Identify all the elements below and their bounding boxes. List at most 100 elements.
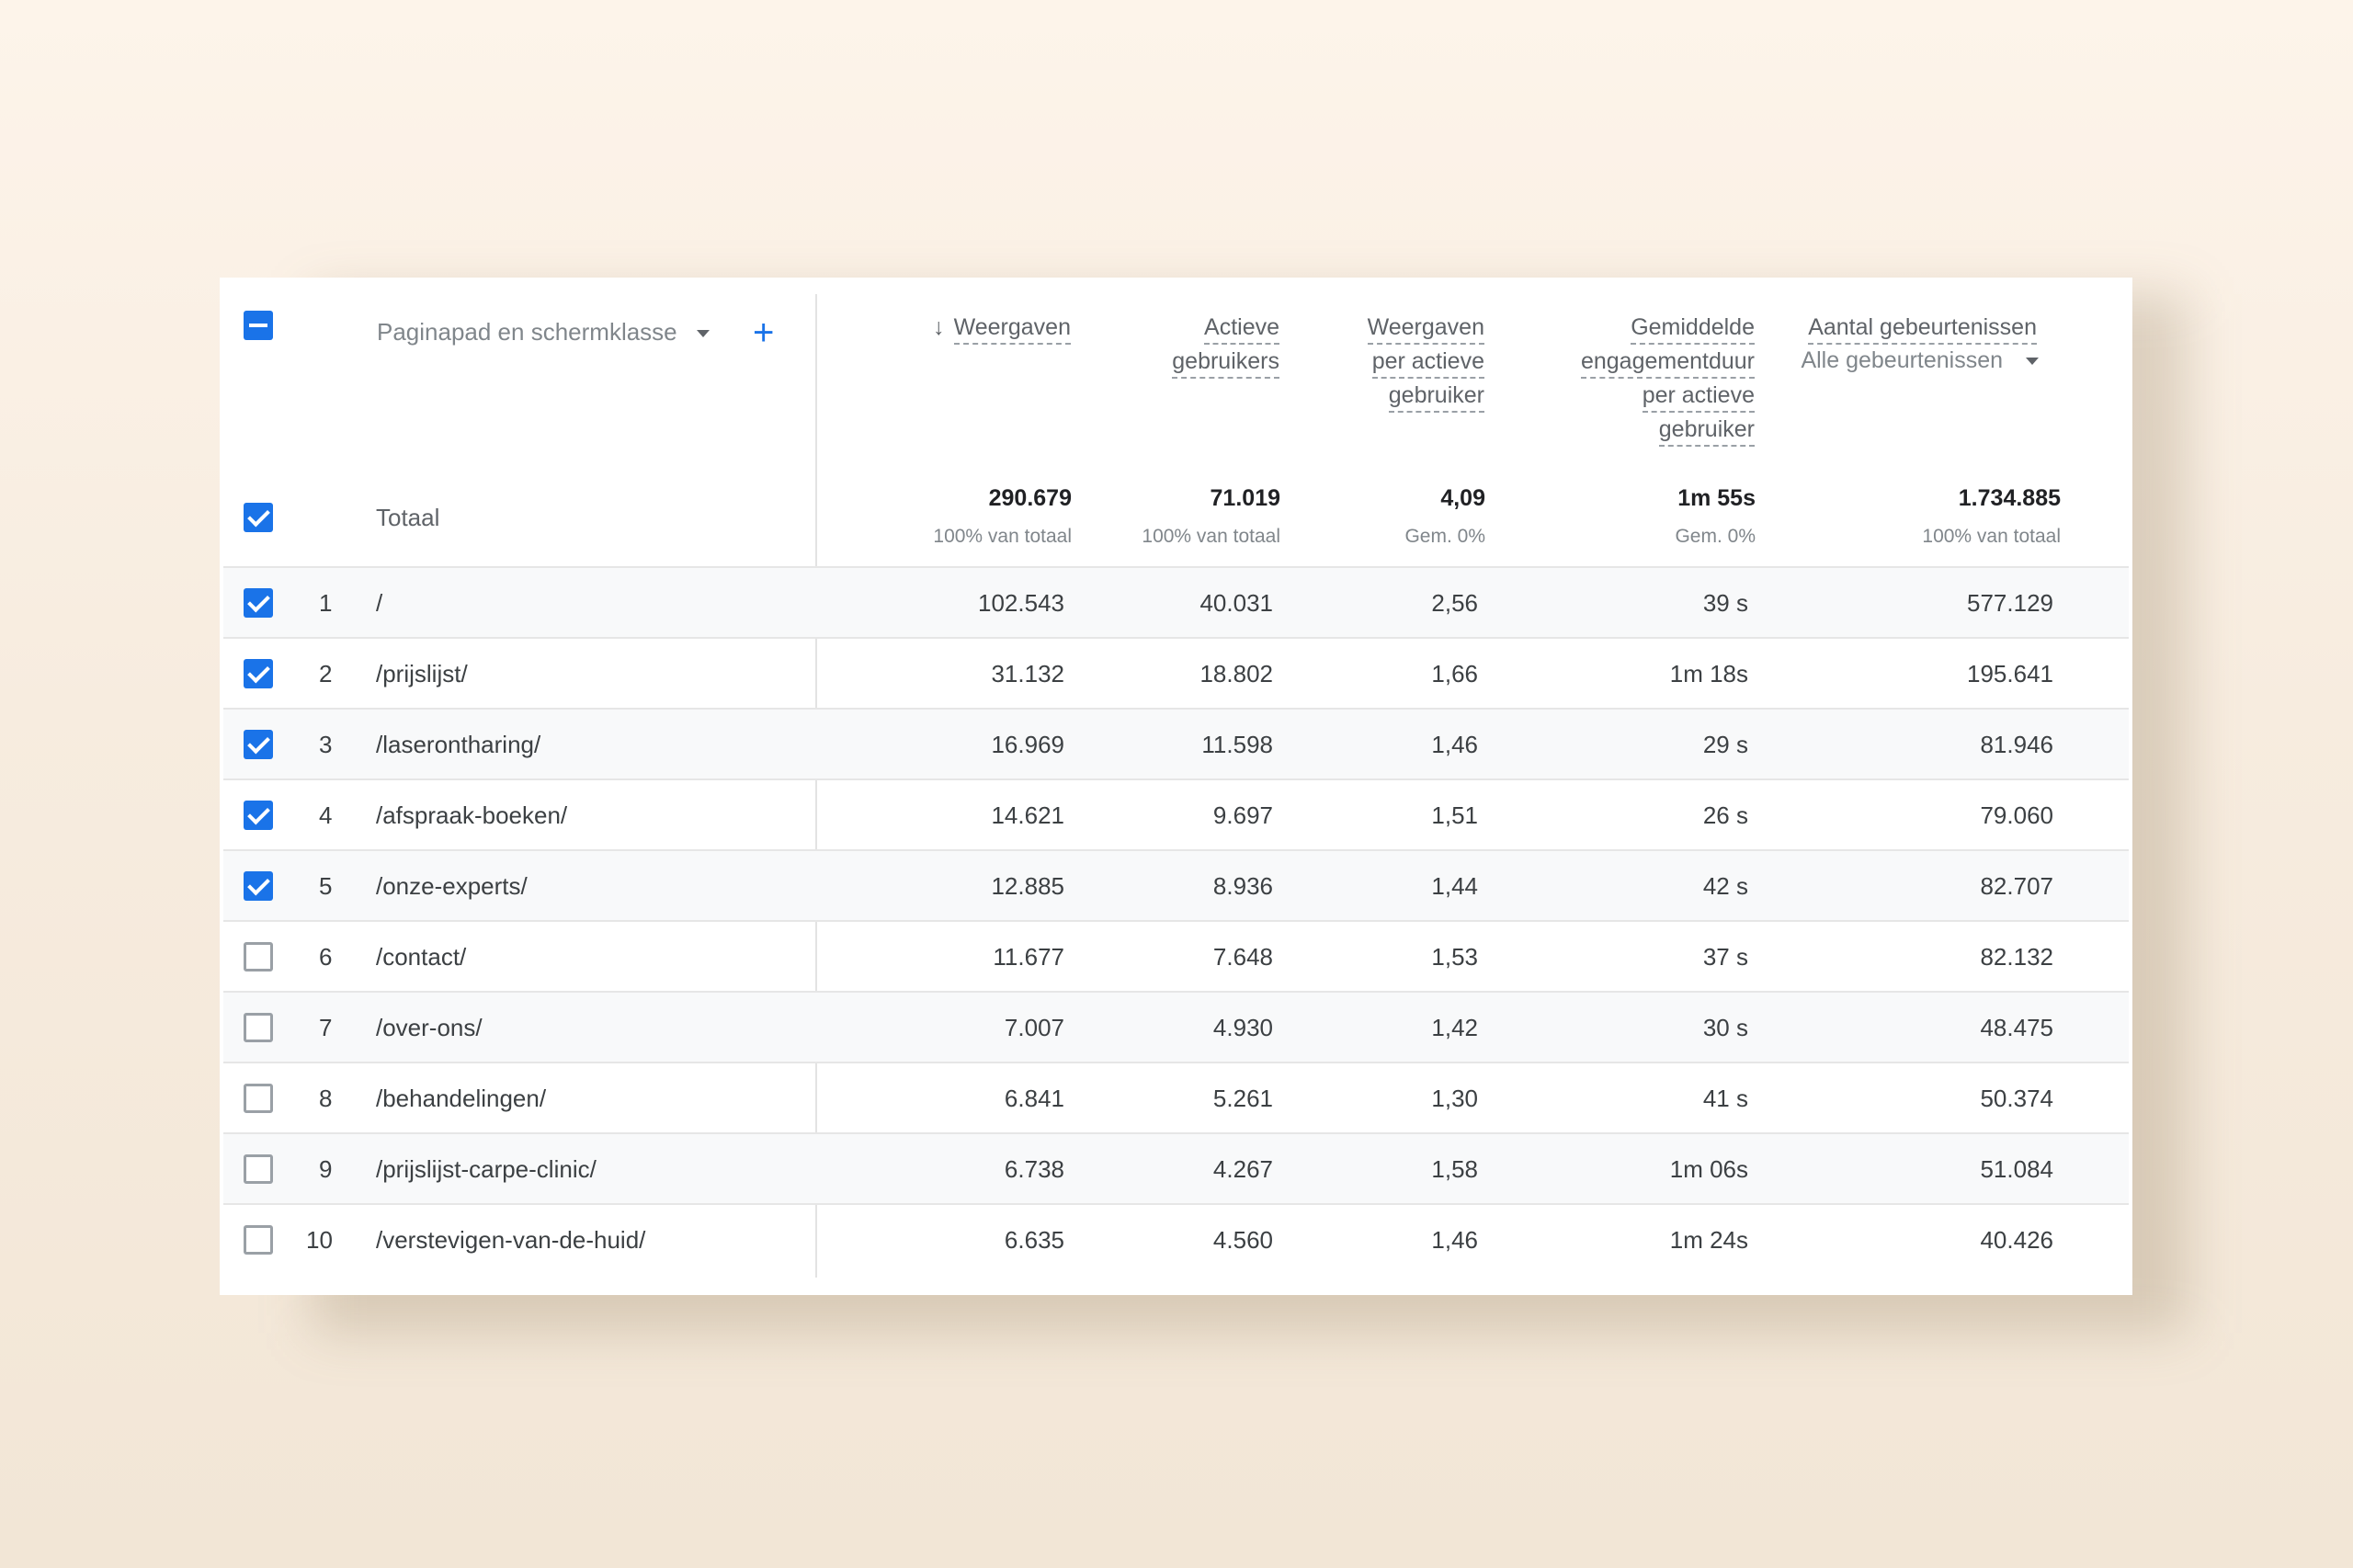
cell-weergaven: 12.885 — [991, 872, 1064, 900]
row-index: 5 — [319, 872, 333, 900]
total-checkbox[interactable] — [244, 503, 273, 532]
cell-actieve-gebruikers: 9.697 — [1212, 801, 1273, 829]
cell-engagementduur: 29 s — [1702, 731, 1748, 758]
row-checkbox[interactable] — [244, 588, 273, 618]
total-subtext: Gem. 0% — [1404, 526, 1485, 547]
table-row[interactable]: 1 / 102.543 40.031 2,56 39 s 577.129 — [223, 566, 2129, 638]
table-row[interactable]: 9 /prijslijst-carpe-clinic/ 6.738 4.267 … — [223, 1132, 2129, 1204]
cell-actieve-gebruikers: 8.936 — [1212, 872, 1273, 900]
row-path[interactable]: /prijslijst/ — [376, 660, 468, 687]
metric-header-aantal-gebeurtenissen[interactable]: Aantal gebeurtenissen — [1808, 311, 2037, 345]
table-row[interactable]: 2 /prijslijst/ 31.132 18.802 1,66 1m 18s… — [223, 637, 2129, 709]
row-index: 8 — [319, 1085, 333, 1112]
cell-engagementduur: 37 s — [1702, 943, 1748, 971]
cell-aantal-gebeurtenissen: 48.475 — [1980, 1014, 2053, 1041]
cell-weergaven-per-gebruiker: 1,46 — [1431, 731, 1478, 758]
row-index: 3 — [319, 731, 333, 758]
row-checkbox[interactable] — [244, 1225, 273, 1255]
metric-header-engagementduur[interactable]: Gemiddelde engagementduur per actieve ge… — [1580, 311, 1755, 447]
cell-actieve-gebruikers: 5.261 — [1212, 1085, 1273, 1112]
cell-aantal-gebeurtenissen: 195.641 — [1967, 660, 2053, 687]
cell-actieve-gebruikers: 18.802 — [1199, 660, 1273, 687]
row-checkbox[interactable] — [244, 1154, 273, 1184]
total-label: Totaal — [376, 504, 440, 531]
cell-aantal-gebeurtenissen: 82.132 — [1980, 943, 2053, 971]
total-value: 71.019 — [1210, 485, 1280, 511]
chevron-down-icon — [2026, 358, 2039, 366]
row-path[interactable]: /prijslijst-carpe-clinic/ — [376, 1155, 597, 1183]
report-table: Paginapad en schermklasse + ↓ Weergaven A… — [220, 278, 2132, 1295]
cell-weergaven: 11.677 — [993, 943, 1064, 971]
row-index: 4 — [319, 801, 333, 829]
cell-aantal-gebeurtenissen: 81.946 — [1980, 731, 2053, 758]
metric-header-weergaven-per-gebruiker[interactable]: Weergaven per actieve gebruiker — [1367, 311, 1484, 413]
cell-aantal-gebeurtenissen: 51.084 — [1980, 1155, 2053, 1183]
cell-actieve-gebruikers: 4.267 — [1212, 1155, 1273, 1183]
cell-aantal-gebeurtenissen: 577.129 — [1967, 589, 2053, 617]
row-checkbox[interactable] — [244, 730, 273, 759]
metric-header-actieve-gebruikers[interactable]: Actieve gebruikers — [1172, 311, 1279, 379]
total-value: 1.734.885 — [1958, 485, 2061, 511]
row-checkbox[interactable] — [244, 871, 273, 901]
cell-actieve-gebruikers: 4.930 — [1212, 1014, 1273, 1041]
cell-weergaven-per-gebruiker: 1,51 — [1431, 801, 1478, 829]
table-row[interactable]: 5 /onze-experts/ 12.885 8.936 1,44 42 s … — [223, 849, 2129, 921]
add-dimension-button[interactable]: + — [753, 312, 775, 353]
cell-weergaven: 6.635 — [1004, 1226, 1064, 1254]
total-subtext: 100% van totaal — [1142, 526, 1280, 547]
row-index: 6 — [319, 943, 333, 971]
cell-weergaven: 7.007 — [1004, 1014, 1064, 1041]
metric-header-weergaven[interactable]: ↓ Weergaven — [933, 311, 1071, 345]
total-subtext: 100% van totaal — [1922, 526, 2061, 547]
cell-weergaven-per-gebruiker: 1,42 — [1431, 1014, 1478, 1041]
row-path[interactable]: /afspraak-boeken/ — [376, 801, 568, 829]
cell-engagementduur: 26 s — [1702, 801, 1748, 829]
cell-engagementduur: 42 s — [1702, 872, 1748, 900]
column-divider — [815, 294, 817, 1278]
row-path[interactable]: /over-ons/ — [376, 1014, 483, 1041]
table-row[interactable]: 4 /afspraak-boeken/ 14.621 9.697 1,51 26… — [223, 778, 2129, 850]
row-index: 7 — [319, 1014, 333, 1041]
cell-weergaven: 6.841 — [1004, 1085, 1064, 1112]
table-row[interactable]: 6 /contact/ 11.677 7.648 1,53 37 s 82.13… — [223, 920, 2129, 992]
select-all-checkbox[interactable] — [244, 311, 273, 340]
row-index: 10 — [306, 1226, 333, 1254]
row-checkbox[interactable] — [244, 659, 273, 688]
row-path[interactable]: / — [376, 589, 383, 617]
cell-engagementduur: 1m 06s — [1669, 1155, 1748, 1183]
chevron-down-icon — [696, 330, 710, 338]
row-checkbox[interactable] — [244, 1084, 273, 1113]
cell-weergaven-per-gebruiker: 1,30 — [1431, 1085, 1478, 1112]
cell-weergaven: 16.969 — [991, 731, 1064, 758]
event-filter-dropdown[interactable]: Alle gebeurtenissen — [1801, 347, 2039, 374]
row-path[interactable]: /verstevigen-van-de-huid/ — [376, 1226, 646, 1254]
cell-aantal-gebeurtenissen: 79.060 — [1980, 801, 2053, 829]
cell-weergaven-per-gebruiker: 1,66 — [1431, 660, 1478, 687]
cell-weergaven: 102.543 — [978, 589, 1064, 617]
cell-weergaven-per-gebruiker: 1,53 — [1431, 943, 1478, 971]
dimension-selector[interactable]: Paginapad en schermklasse — [377, 318, 710, 347]
total-value: 1m 55s — [1677, 485, 1756, 511]
total-value: 4,09 — [1440, 485, 1485, 511]
row-index: 9 — [319, 1155, 333, 1183]
row-checkbox[interactable] — [244, 801, 273, 830]
row-path[interactable]: /laserontharing/ — [376, 731, 541, 758]
row-path[interactable]: /behandelingen/ — [376, 1085, 547, 1112]
cell-engagementduur: 1m 18s — [1669, 660, 1748, 687]
sort-arrow-icon: ↓ — [933, 314, 945, 340]
row-checkbox[interactable] — [244, 1013, 273, 1042]
cell-aantal-gebeurtenissen: 82.707 — [1980, 872, 2053, 900]
row-path[interactable]: /onze-experts/ — [376, 872, 528, 900]
row-checkbox[interactable] — [244, 942, 273, 971]
table-row[interactable]: 3 /laserontharing/ 16.969 11.598 1,46 29… — [223, 708, 2129, 779]
cell-actieve-gebruikers: 7.648 — [1212, 943, 1273, 971]
table-row[interactable]: 10 /verstevigen-van-de-huid/ 6.635 4.560… — [223, 1203, 2129, 1275]
table-row[interactable]: 7 /over-ons/ 7.007 4.930 1,42 30 s 48.47… — [223, 991, 2129, 1062]
row-path[interactable]: /contact/ — [376, 943, 467, 971]
cell-aantal-gebeurtenissen: 50.374 — [1980, 1085, 2053, 1112]
cell-aantal-gebeurtenissen: 40.426 — [1980, 1226, 2053, 1254]
table-row[interactable]: 8 /behandelingen/ 6.841 5.261 1,30 41 s … — [223, 1062, 2129, 1133]
cell-weergaven: 6.738 — [1004, 1155, 1064, 1183]
cell-engagementduur: 1m 24s — [1669, 1226, 1748, 1254]
cell-engagementduur: 41 s — [1702, 1085, 1748, 1112]
